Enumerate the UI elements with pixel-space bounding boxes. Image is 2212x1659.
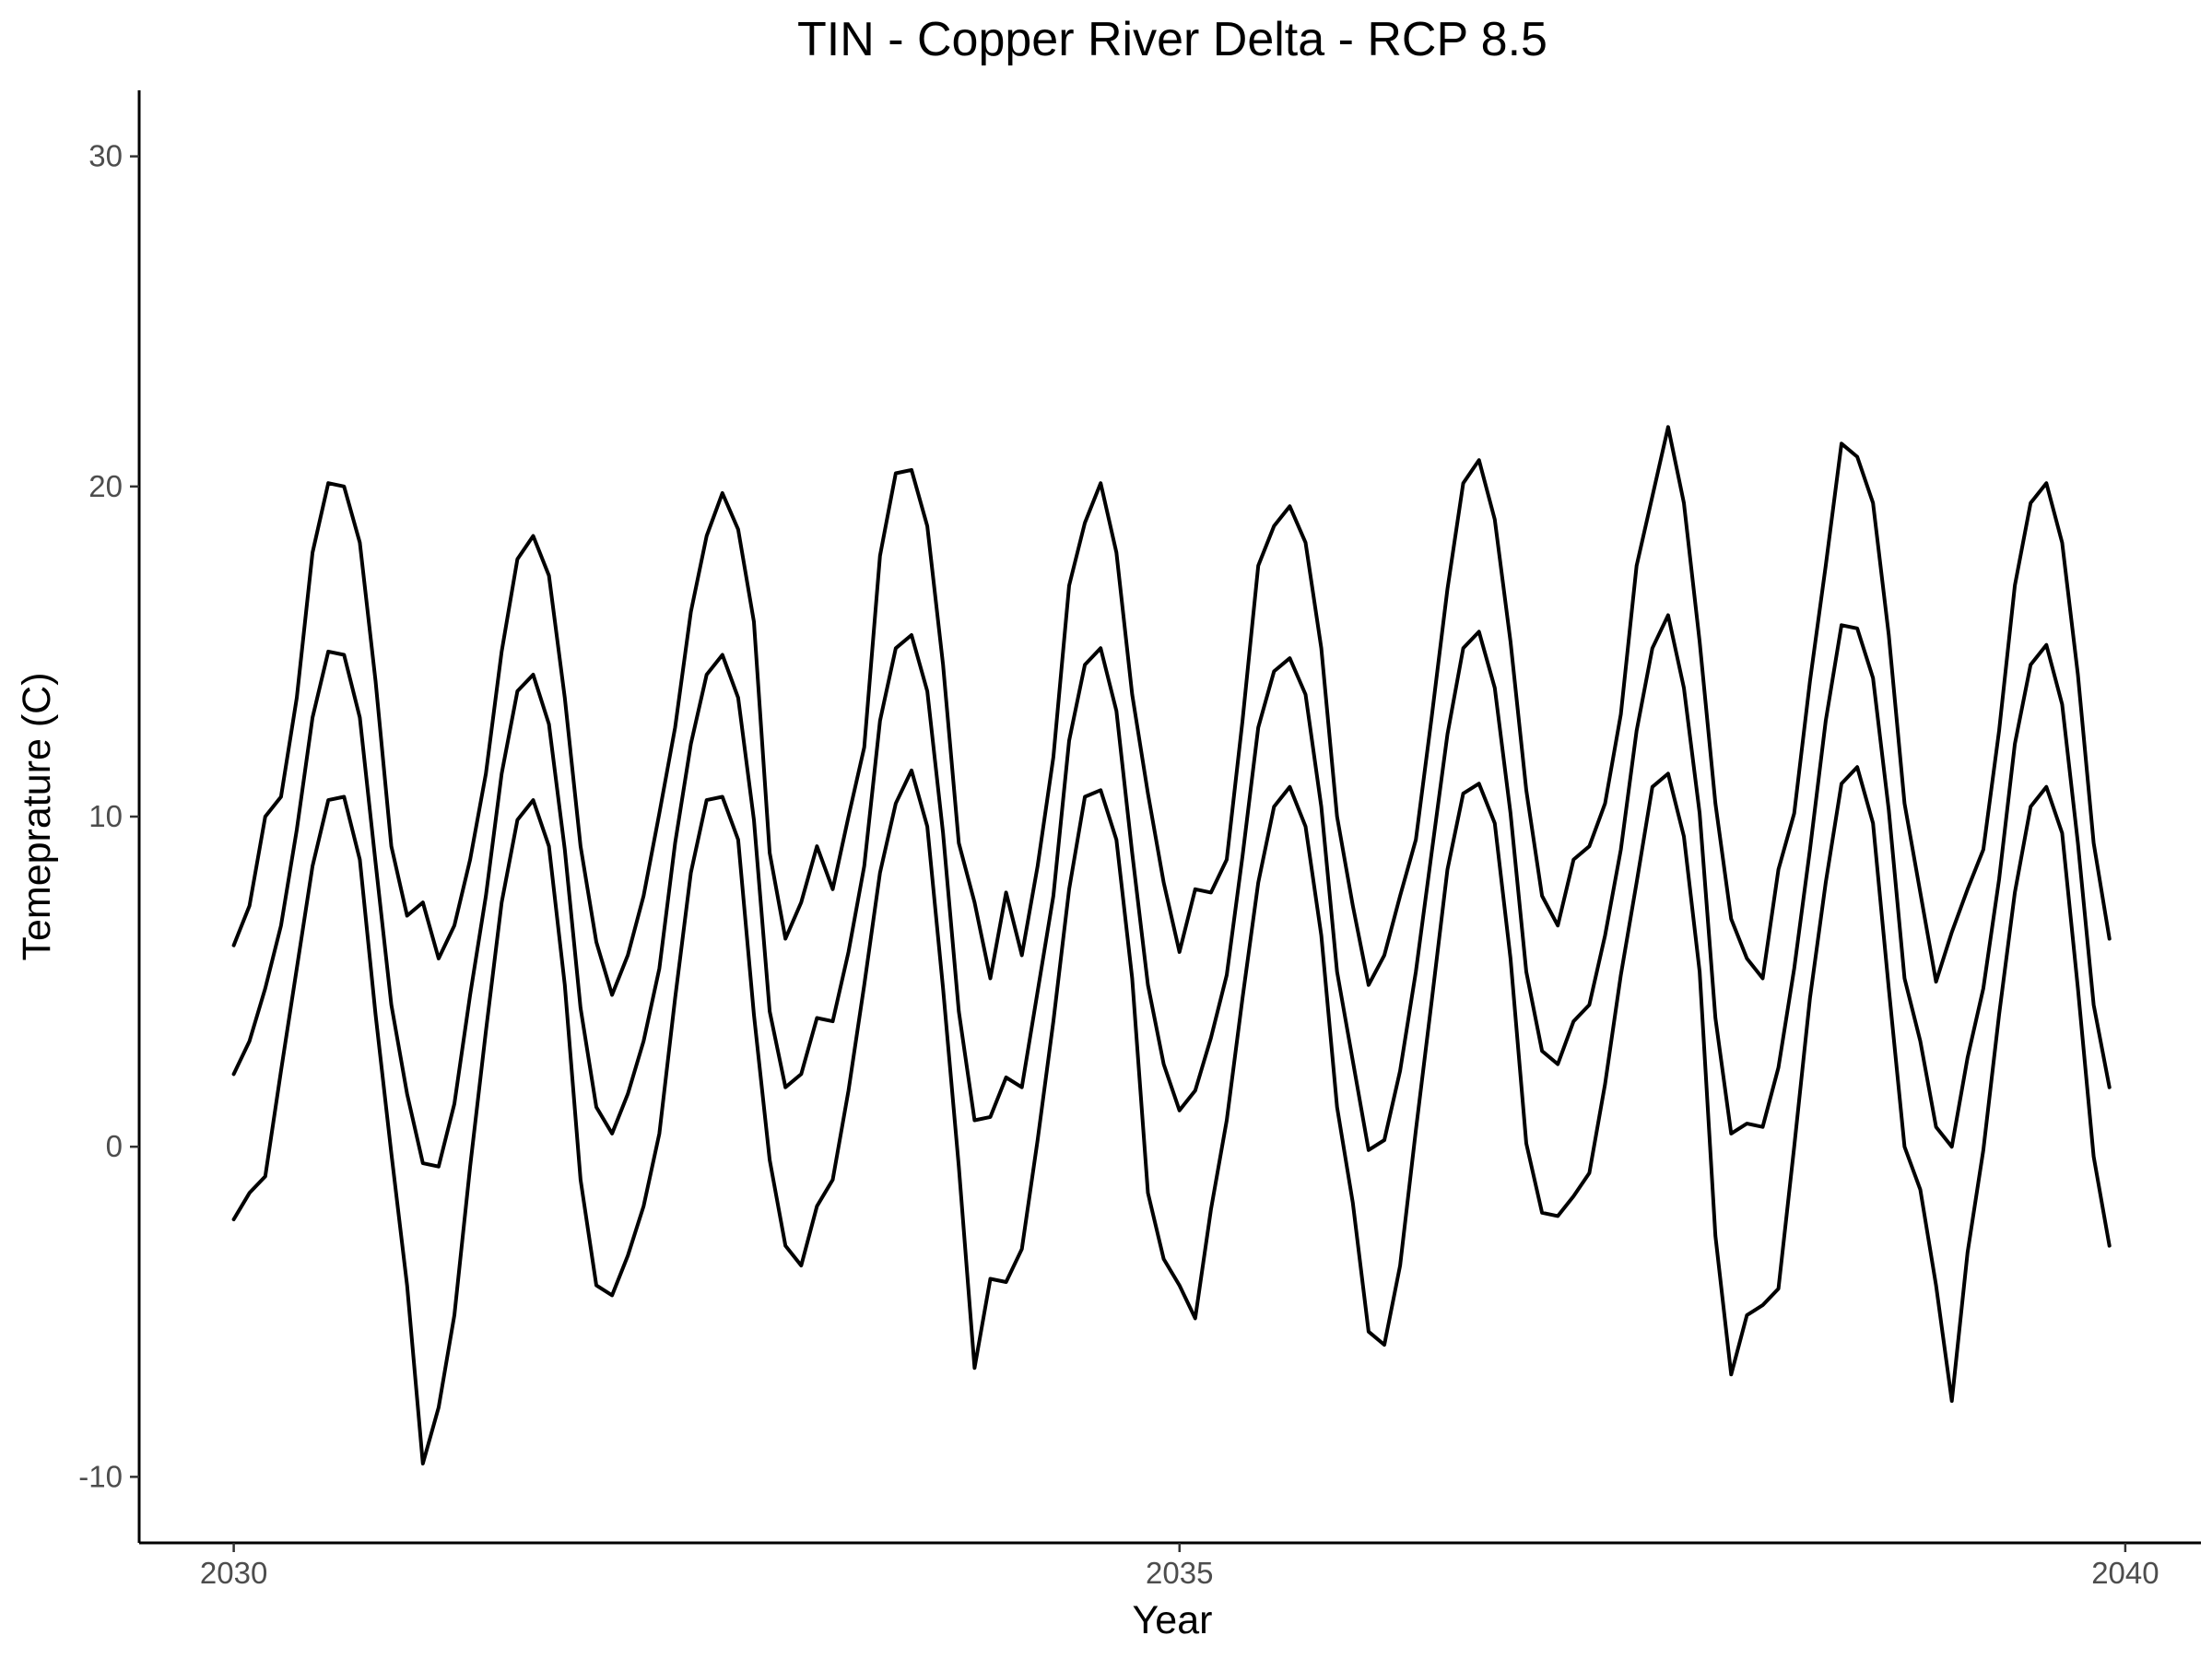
chart-title: TIN - Copper River Delta - RCP 8.5 xyxy=(797,13,1547,66)
y-axis-title: Temeprature (C) xyxy=(15,672,59,960)
series-line-3 xyxy=(231,765,2112,1465)
x-tick-label: 2035 xyxy=(1146,1556,1213,1590)
x-tick-label: 2040 xyxy=(2091,1556,2159,1590)
y-tick-label: 30 xyxy=(88,139,123,173)
y-tick-label: 10 xyxy=(88,799,123,833)
y-tick-label: 20 xyxy=(88,469,123,503)
series-line-1 xyxy=(231,425,2112,997)
series-line-2 xyxy=(231,613,2112,1169)
y-axis-ticks: -10 0 10 20 30 xyxy=(78,139,139,1493)
y-tick-label: -10 xyxy=(78,1459,123,1493)
x-axis-title: Year xyxy=(1133,1598,1213,1642)
x-axis-ticks: 2030 2035 2040 xyxy=(200,1543,2159,1590)
x-tick-label: 2030 xyxy=(200,1556,267,1590)
y-tick-label: 0 xyxy=(106,1129,123,1163)
series-layer xyxy=(231,425,2112,1465)
